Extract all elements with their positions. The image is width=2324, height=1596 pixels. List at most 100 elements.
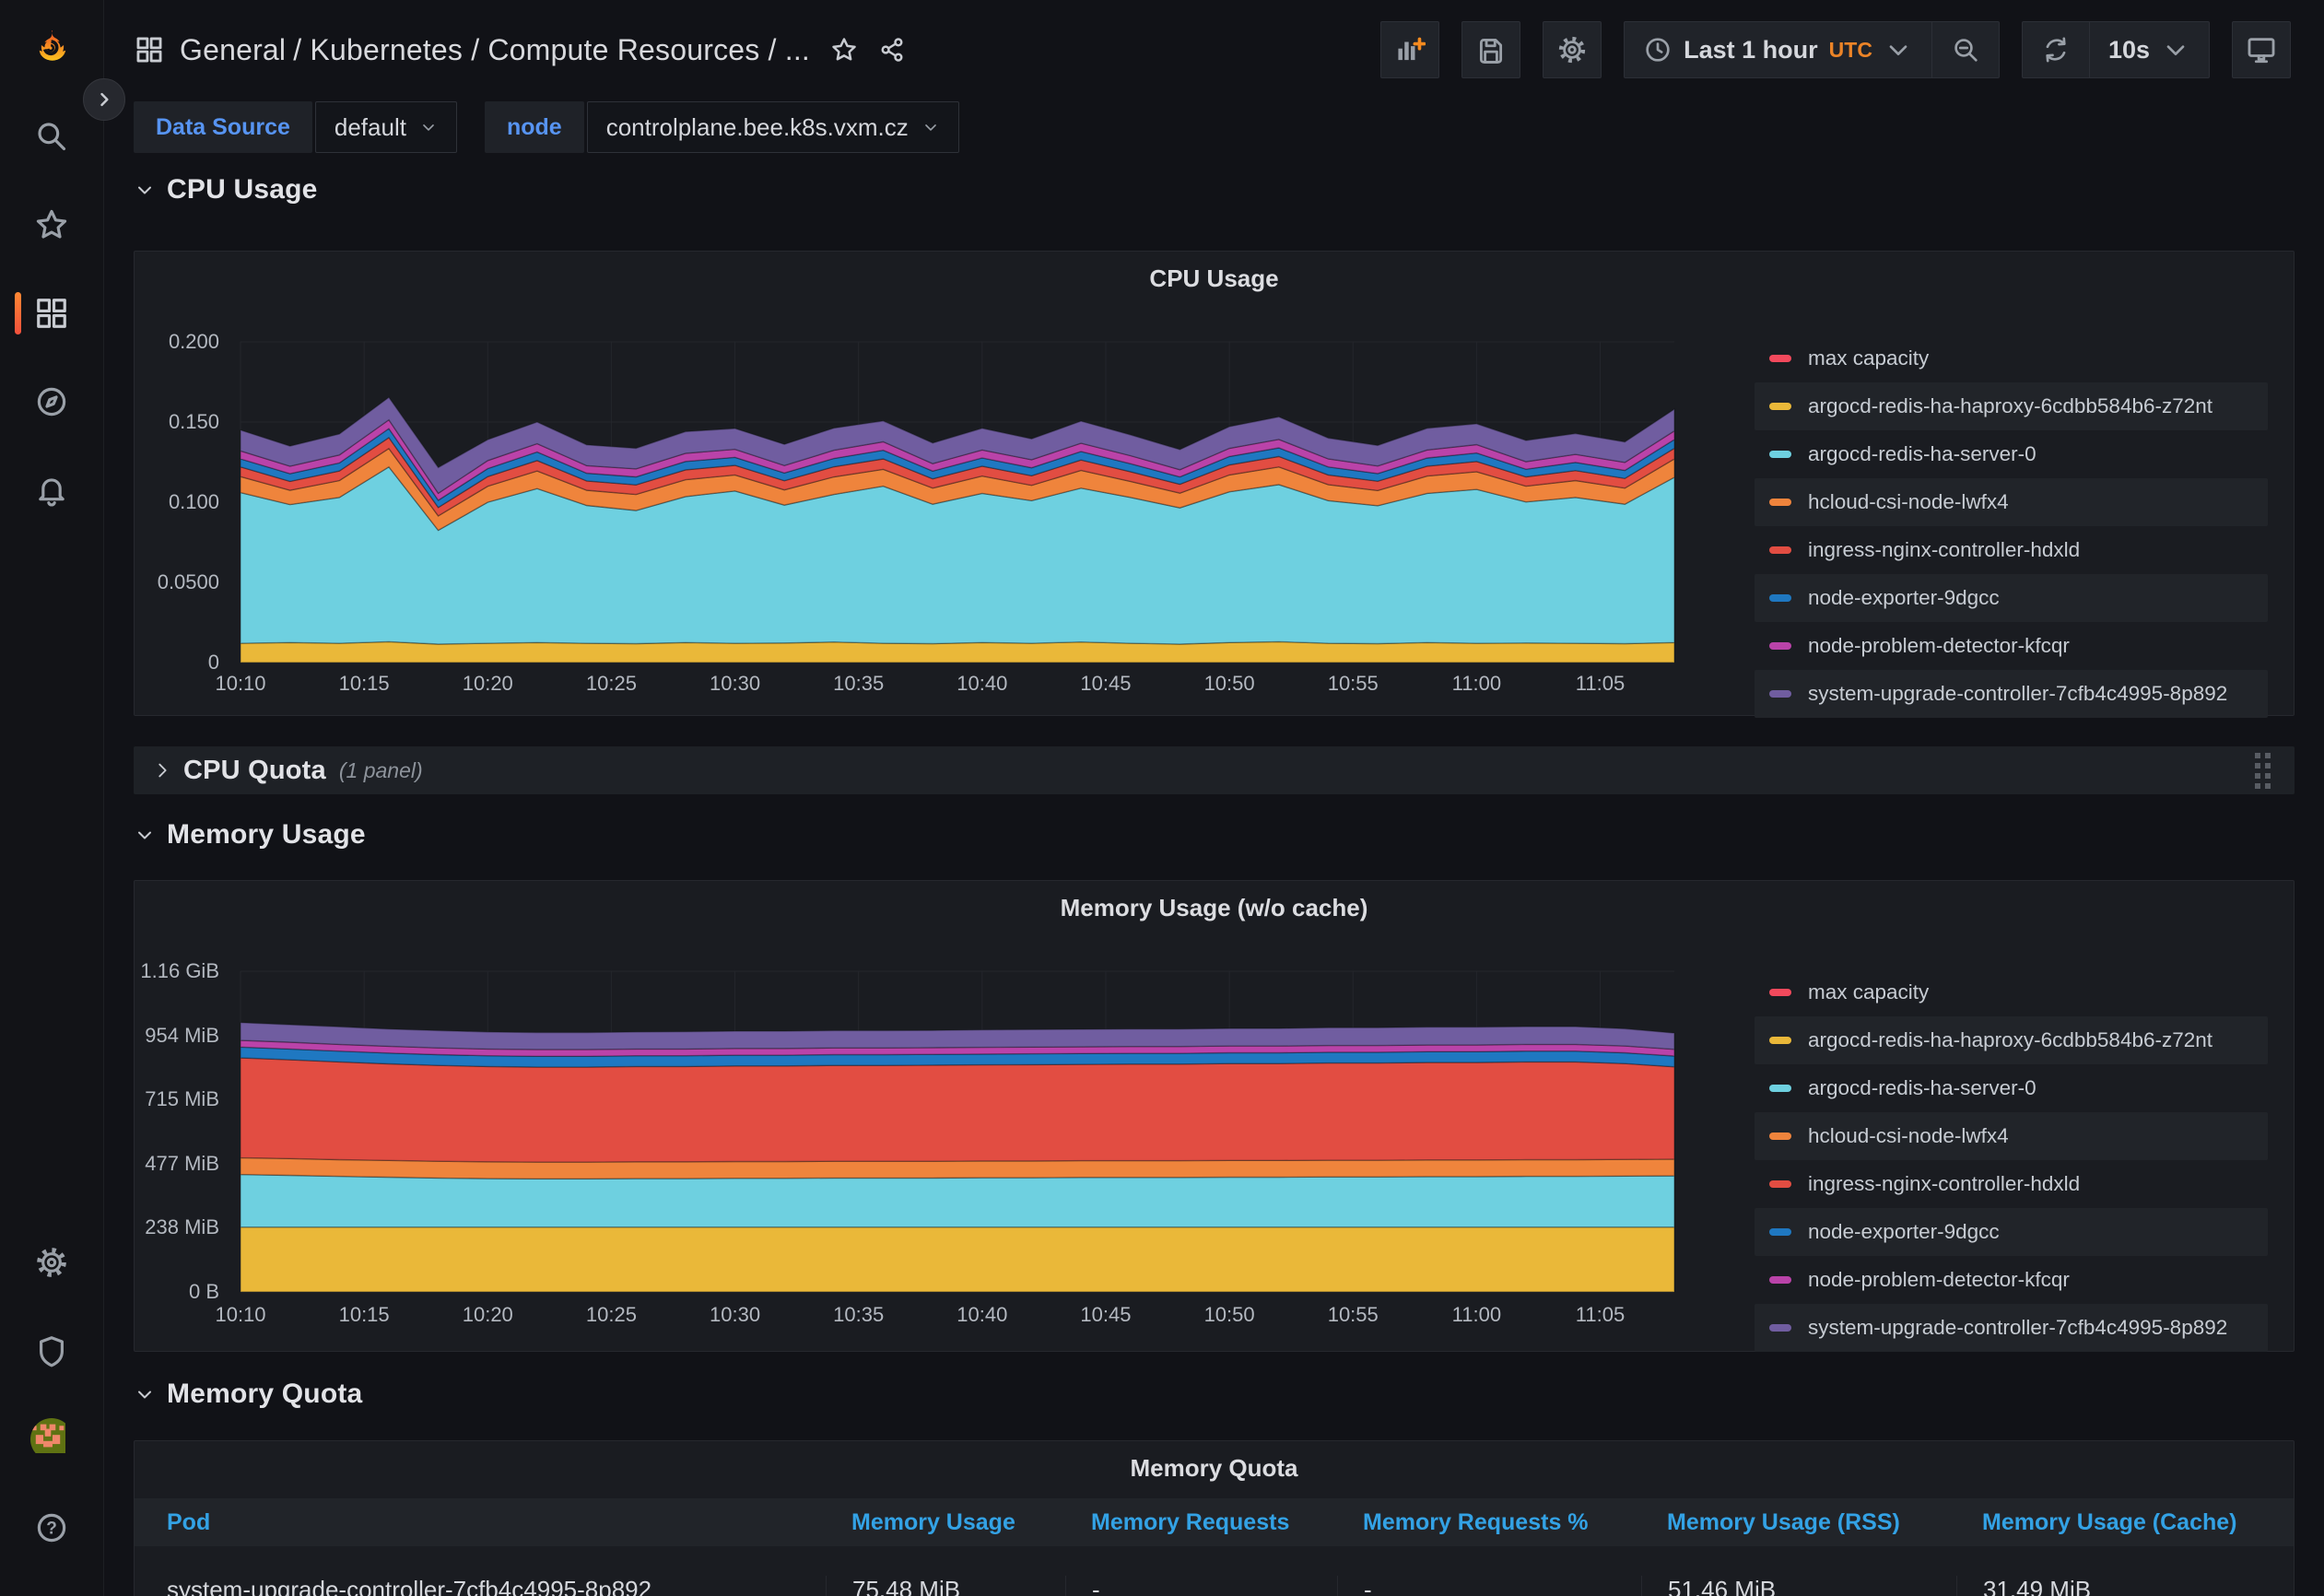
- x-axis-tick: 11:00: [1421, 672, 1532, 696]
- share-icon: [878, 36, 906, 64]
- sidebar-item-settings[interactable]: [0, 1218, 104, 1307]
- legend-swatch: [1769, 1324, 1791, 1332]
- grafana-logo[interactable]: [0, 0, 104, 92]
- sidebar-item-explore[interactable]: [0, 358, 104, 446]
- legend-item[interactable]: argocd-redis-ha-server-0: [1755, 1064, 2268, 1112]
- x-axis-tick: 10:25: [556, 672, 666, 696]
- panel-title[interactable]: Memory Quota: [135, 1454, 2294, 1483]
- row-panel-count: (1 panel): [339, 758, 423, 783]
- legend-label: argocd-redis-ha-haproxy-6cdbb584b6-z72nt: [1808, 394, 2212, 418]
- legend-item[interactable]: max capacity: [1755, 968, 2268, 1016]
- legend-item[interactable]: hcloud-csi-node-lwfx4: [1755, 1112, 2268, 1160]
- variable-node-select[interactable]: controlplane.bee.k8s.vxm.cz: [587, 101, 959, 153]
- sidebar-item-help[interactable]: ?: [0, 1484, 104, 1572]
- table-cell: -: [1065, 1576, 1337, 1596]
- breadcrumb-dashboard: / Kubernetes / Compute Resources / ...: [293, 33, 810, 66]
- search-icon: [34, 119, 69, 154]
- legend-item[interactable]: max capacity: [1755, 334, 2268, 382]
- table-column-header[interactable]: Pod: [135, 1509, 826, 1536]
- panel-cpu-usage: CPU Usage 00.05000.1000.1500.200 10:10 10…: [134, 251, 2295, 716]
- gear-icon: [1556, 34, 1588, 65]
- x-axis-tick: 11:05: [1545, 672, 1656, 696]
- kiosk-mode-button[interactable]: [2232, 21, 2291, 78]
- legend-item[interactable]: node-problem-detector-kfcqr: [1755, 1256, 2268, 1304]
- x-axis-tick: 10:55: [1297, 1303, 1408, 1327]
- star-icon: [830, 36, 858, 64]
- breadcrumb-folder[interactable]: General: [180, 33, 286, 66]
- legend-item[interactable]: hcloud-csi-node-lwfx4: [1755, 478, 2268, 526]
- legend-item[interactable]: argocd-redis-ha-server-0: [1755, 430, 2268, 478]
- row-drag-handle[interactable]: [2249, 747, 2276, 794]
- refresh-interval-dropdown[interactable]: 10s: [2089, 22, 2209, 77]
- section-header-memory-quota[interactable]: Memory Quota: [134, 1376, 2295, 1413]
- star-dashboard-button[interactable]: [830, 36, 858, 64]
- x-axis-tick: 10:30: [680, 672, 791, 696]
- table-cell: -: [1337, 1576, 1641, 1596]
- legend-label: hcloud-csi-node-lwfx4: [1808, 1124, 2009, 1148]
- legend-item[interactable]: argocd-redis-ha-haproxy-6cdbb584b6-z72nt: [1755, 382, 2268, 430]
- memory-usage-plot[interactable]: [241, 971, 1674, 1292]
- legend-item[interactable]: node-exporter-9dgcc: [1755, 574, 2268, 622]
- tv-monitor-icon: [2246, 34, 2277, 65]
- table-cell: system-upgrade-controller-7cfb4c4995-8p8…: [135, 1576, 826, 1596]
- table-column-header[interactable]: Memory Requests: [1065, 1509, 1337, 1536]
- legend-item[interactable]: system-upgrade-controller-7cfb4c4995-8p8…: [1755, 670, 2268, 718]
- panel-title[interactable]: CPU Usage: [135, 264, 2294, 293]
- avatar: [30, 1418, 73, 1461]
- y-axis: 00.05000.1000.1500.200: [135, 342, 229, 663]
- legend-item[interactable]: argocd-redis-ha-haproxy-6cdbb584b6-z72nt: [1755, 1016, 2268, 1064]
- table-column-header[interactable]: Memory Usage (Cache): [1956, 1509, 2295, 1536]
- table-column-header[interactable]: Memory Usage (RSS): [1641, 1509, 1956, 1536]
- x-axis-tick: 10:10: [185, 1303, 296, 1327]
- row-cpu-quota[interactable]: CPU Quota (1 panel): [134, 746, 2295, 794]
- x-axis: 10:1010:1510:2010:2510:3010:3510:4010:45…: [241, 1303, 1674, 1331]
- legend-item[interactable]: node-exporter-9dgcc: [1755, 1208, 2268, 1256]
- sidebar-item-dashboards[interactable]: [0, 269, 104, 358]
- legend-label: argocd-redis-ha-server-0: [1808, 1076, 2036, 1100]
- x-axis: 10:1010:1510:2010:2510:3010:3510:4010:45…: [241, 672, 1674, 699]
- refresh-button[interactable]: [2023, 22, 2089, 77]
- cpu-usage-plot[interactable]: [241, 342, 1674, 663]
- legend-item[interactable]: system-upgrade-controller-7cfb4c4995-8p8…: [1755, 1304, 2268, 1352]
- save-icon: [1475, 34, 1507, 65]
- panel-title[interactable]: Memory Usage (w/o cache): [135, 894, 2294, 922]
- table-column-header[interactable]: Memory Usage: [826, 1509, 1065, 1536]
- save-dashboard-button[interactable]: [1461, 21, 1520, 78]
- legend-swatch: [1769, 989, 1791, 996]
- sidebar-item-server-admin[interactable]: [0, 1307, 104, 1395]
- chevron-down-icon: [1884, 35, 1913, 65]
- legend-item[interactable]: node-problem-detector-kfcqr: [1755, 622, 2268, 670]
- refresh-group: 10s: [2022, 21, 2210, 78]
- x-axis-tick: 10:35: [804, 1303, 914, 1327]
- legend-swatch: [1769, 546, 1791, 554]
- sidebar-item-alerting[interactable]: [0, 446, 104, 534]
- share-dashboard-button[interactable]: [878, 36, 906, 64]
- table-header: PodMemory UsageMemory RequestsMemory Req…: [135, 1498, 2294, 1546]
- breadcrumb[interactable]: General/ Kubernetes / Compute Resources …: [134, 33, 810, 67]
- dashboard-variables: Data Source default node controlplane.be…: [104, 100, 2324, 155]
- x-axis-tick: 10:10: [185, 672, 296, 696]
- panel-memory-quota: Memory Quota PodMemory UsageMemory Reque…: [134, 1440, 2295, 1596]
- legend-item[interactable]: ingress-nginx-controller-hdxld: [1755, 1160, 2268, 1208]
- x-axis-tick: 10:45: [1050, 672, 1161, 696]
- chevron-right-icon: [95, 90, 113, 109]
- expand-sidebar-button[interactable]: [83, 78, 125, 121]
- zoom-out-time-button[interactable]: [1931, 22, 1999, 77]
- sidebar-item-profile[interactable]: [0, 1395, 104, 1484]
- table-column-header[interactable]: Memory Requests %: [1337, 1509, 1641, 1536]
- row-title: CPU Quota: [183, 756, 326, 786]
- section-header-cpu-usage[interactable]: CPU Usage: [134, 171, 2295, 208]
- dashboard-settings-button[interactable]: [1543, 21, 1602, 78]
- variable-datasource-select[interactable]: default: [315, 101, 457, 153]
- sidebar-item-starred[interactable]: [0, 181, 104, 269]
- y-axis-tick: 0 B: [135, 1280, 219, 1304]
- section-header-memory-usage[interactable]: Memory Usage: [134, 816, 2295, 853]
- x-axis-tick: 10:15: [309, 1303, 419, 1327]
- legend-label: argocd-redis-ha-haproxy-6cdbb584b6-z72nt: [1808, 1028, 2212, 1052]
- add-panel-button[interactable]: [1380, 21, 1439, 78]
- legend-item[interactable]: ingress-nginx-controller-hdxld: [1755, 526, 2268, 574]
- dashboard-grid-icon: [134, 34, 165, 65]
- time-range-picker[interactable]: Last 1 hour UTC: [1625, 22, 1931, 77]
- legend-swatch: [1769, 642, 1791, 650]
- help-icon: ?: [34, 1510, 69, 1545]
